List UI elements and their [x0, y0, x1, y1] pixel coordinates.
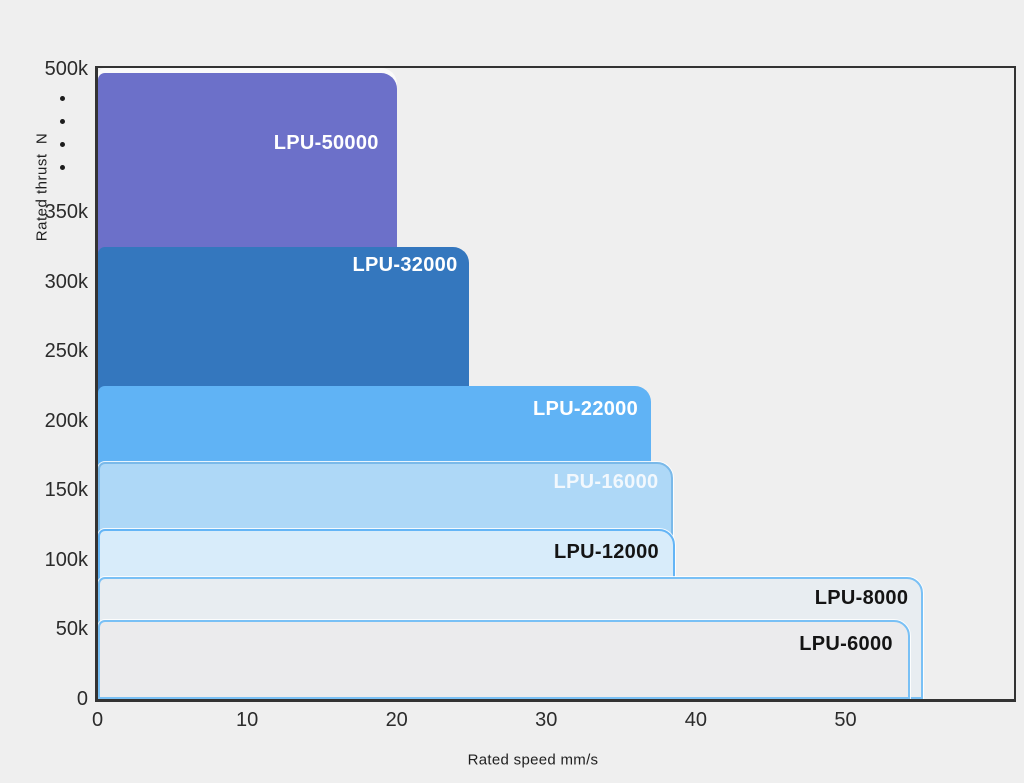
- axis-break-dot: [60, 165, 65, 170]
- bar-label-lpu-50000: LPU-50000: [273, 132, 379, 154]
- bar-label-lpu-16000: LPU-16000: [553, 471, 659, 494]
- x-axis-title: Rated speed mm/s: [467, 751, 599, 769]
- axis-break-dot: [60, 96, 65, 101]
- axis-break-dot: [60, 119, 65, 124]
- x-tick-label-10: 10: [235, 709, 259, 731]
- x-tick-label-0: 0: [91, 709, 104, 731]
- y-tick-label-0: 0: [76, 688, 88, 710]
- bar-label-lpu-22000: LPU-22000: [533, 397, 639, 420]
- bar-label-lpu-12000: LPU-12000: [553, 541, 659, 564]
- y-axis-title: Rated thrust N: [33, 132, 51, 242]
- bar-label-lpu-6000: LPU-6000: [799, 632, 893, 655]
- bar-lpu-6000: LPU-6000: [98, 619, 910, 699]
- y-tick-label-100k: 100k: [44, 548, 88, 571]
- y-tick-label-150k: 150k: [44, 479, 88, 502]
- y-tick-label-250k: 250k: [44, 340, 88, 363]
- bar-label-lpu-32000: LPU-32000: [352, 253, 458, 276]
- y-tick-label-350k: 350k: [44, 201, 88, 223]
- y-tick-label-50k: 50k: [55, 618, 88, 641]
- x-tick-label-30: 30: [535, 709, 558, 731]
- y-tick-label-500k: 500k: [44, 57, 88, 80]
- x-tick-label-20: 20: [385, 709, 408, 731]
- bar-label-lpu-8000: LPU-8000: [814, 586, 909, 609]
- y-tick-label-300k: 300k: [44, 270, 88, 293]
- x-tick-label-50: 50: [834, 709, 857, 731]
- y-tick-label-200k: 200k: [44, 409, 88, 432]
- axis-break-dot: [60, 142, 65, 147]
- x-tick-label-40: 40: [684, 709, 708, 731]
